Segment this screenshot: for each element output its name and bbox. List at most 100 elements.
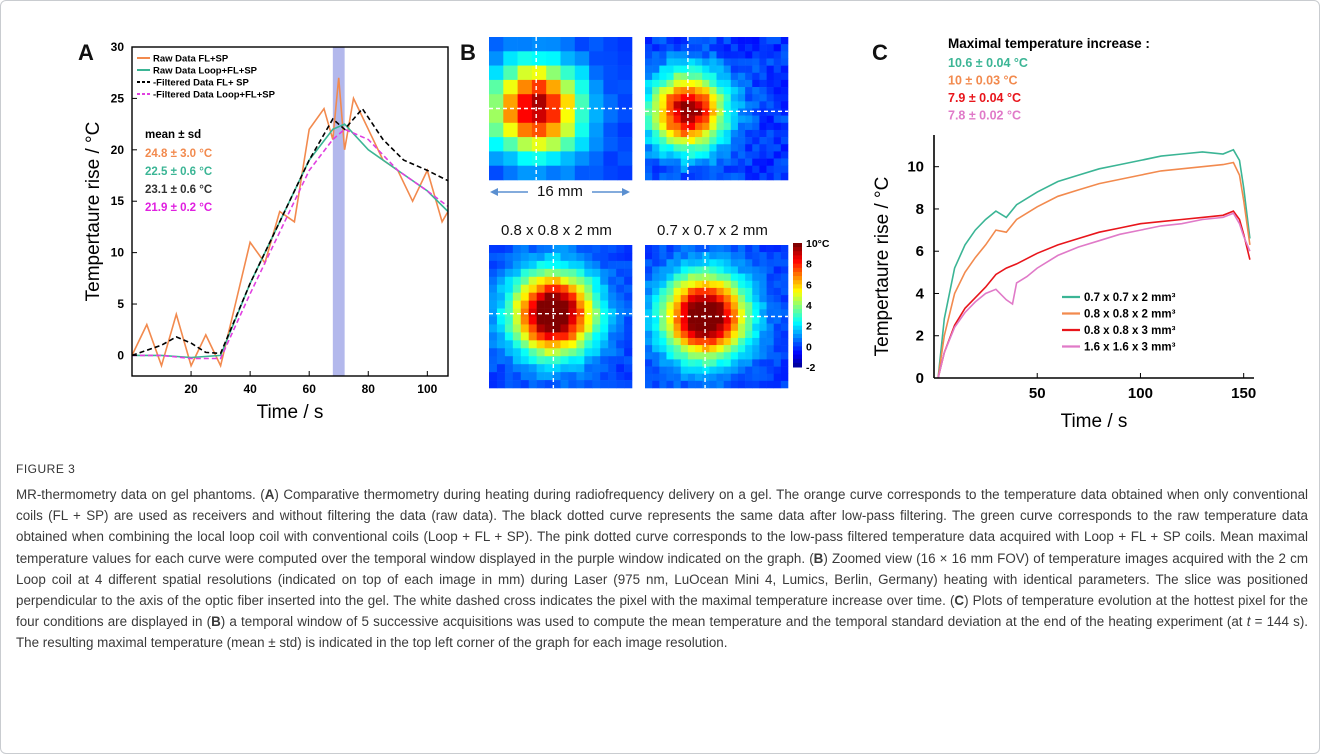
legend-label: 0.7 x 0.7 x 2 mm³ (1084, 292, 1176, 304)
colorbar-segment (793, 329, 802, 335)
y-tick-label: 15 (111, 194, 125, 208)
y-tick-label: 8 (916, 201, 924, 218)
series-line-0 (131, 77, 449, 369)
colorbar-tick-label: 10°C (806, 238, 830, 250)
colorbar-segment (793, 255, 802, 261)
panel-b-letter: B (460, 40, 476, 65)
colorbar-segment (793, 247, 802, 252)
colorbar-segment (793, 280, 802, 285)
series-line-3 (132, 128, 449, 360)
y-tick-label: 20 (111, 143, 125, 157)
series-line-1 (937, 161, 1251, 379)
x-tick-label: 100 (417, 382, 437, 396)
y-tick-label: 0 (916, 370, 924, 387)
colorbar-segment (793, 338, 802, 343)
stats-title: mean ± sd (145, 129, 201, 141)
panel-c-chart: Maximal temperature increase : 10.6 ± 0.0… (872, 36, 1256, 432)
x-axis-label: Time / s (1061, 411, 1128, 432)
caption-fragment: ) Comparative thermometry during heating… (16, 487, 1308, 566)
x-tick-label: 50 (1029, 385, 1046, 402)
legend-label: -Filtered Data Loop+FL+SP (153, 90, 276, 101)
heatmap-image (645, 37, 789, 181)
y-axis-label: Tempertaure rise / °C (83, 122, 104, 302)
panel-b-heatmaps: 10°C 8 6 4 2 0 -2 (480, 30, 840, 390)
y-tick-label: 10 (111, 246, 125, 260)
colorbar-tick-label: 8 (806, 259, 812, 271)
x-tick-label: 40 (243, 382, 257, 396)
legend-label: -Filtered Data FL+ SP (153, 78, 249, 89)
maximum-value: 10 ± 0.03 °C (948, 74, 1018, 88)
colorbar-segment (793, 313, 802, 318)
y-tick-label: 5 (117, 297, 124, 311)
stats-value: 22.5 ± 0.6 °C (145, 166, 212, 178)
series-line-2 (937, 210, 1251, 379)
heatmap-label-left: 0.8 x 0.8 x 2 mm (501, 222, 612, 239)
colorbar-segment (793, 309, 802, 314)
x-tick-label: 80 (362, 382, 376, 396)
colorbar-segment (793, 358, 802, 364)
temporal-window (332, 47, 345, 376)
colorbar-segment (793, 288, 802, 294)
colorbar-segment (793, 292, 802, 298)
caption-fragment: B (813, 550, 824, 566)
caption-fragment: A (264, 487, 275, 502)
caption-fragment: ) Zoomed view (16 × 16 mm FOV) of temper… (16, 550, 1308, 609)
colorbar-segment (793, 259, 802, 265)
caption-fragment: ) Plots of temperature evolution at the … (16, 593, 1308, 630)
stats-value: 21.9 ± 0.2 °C (145, 202, 212, 214)
colorbar-segment (793, 251, 802, 256)
y-tick-label: 6 (916, 243, 924, 260)
panel-a-chart: 20 40 60 80 100 0 5 10 15 20 25 30 Time / s Tempertau… (83, 40, 449, 423)
caption-fragment: ) a temporal window of 5 successive acqu… (220, 614, 1247, 630)
plot-frame (131, 46, 449, 377)
figure-caption: MR-thermometry data on gel phantoms. (A)… (16, 484, 1308, 654)
y-tick-label: 4 (916, 285, 925, 302)
maxima-header: Maximal temperature increase : (948, 36, 1150, 51)
colorbar-segment (793, 296, 802, 302)
y-axis-label: Tempertaure rise / °C (872, 177, 893, 357)
legend-label: 0.8 x 0.8 x 3 mm³ (1084, 325, 1176, 337)
colorbar-tick-label: 6 (806, 279, 812, 291)
legend-label: Raw Data Loop+FL+SP (153, 66, 258, 77)
y-tick-label: 2 (916, 328, 924, 345)
colorbar-segment (793, 346, 802, 351)
scale-arrow-left-head (490, 188, 498, 196)
colorbar-tick-label: 4 (806, 300, 812, 312)
scale-arrow-right-head (622, 188, 630, 196)
fov-scale-label: 16 mm (537, 183, 583, 200)
stats-value: 24.8 ± 3.0 °C (145, 148, 212, 160)
caption-fragment: B (211, 614, 221, 630)
x-tick-label: 150 (1231, 385, 1256, 402)
colorbar-segment (793, 300, 802, 306)
legend-label: 0.8 x 0.8 x 2 mm³ (1084, 309, 1176, 321)
heatmap-image (489, 245, 633, 389)
caption-fragment: = 144 s). The resulting maximal temperat… (16, 614, 1308, 651)
x-axis-label: Time / s (257, 402, 324, 423)
maximum-value: 7.8 ± 0.02 °C (948, 109, 1021, 123)
colorbar-segment (793, 362, 802, 368)
colorbar-tick-label: 0 (806, 341, 812, 353)
stats-value: 23.1 ± 0.6 °C (145, 184, 212, 196)
series-line-3 (937, 212, 1251, 379)
colorbar-segment (793, 243, 802, 248)
colorbar-segment (793, 333, 802, 339)
series-line-0 (937, 148, 1251, 379)
colorbar-tick-label: 2 (806, 321, 812, 333)
colorbar-segment (793, 271, 802, 277)
y-tick-label: 25 (111, 91, 125, 105)
legend-label: 1.6 x 1.6 x 3 mm³ (1084, 342, 1176, 354)
figure-label: FIGURE 3 (16, 462, 76, 476)
panel-a-letter: A (78, 40, 94, 65)
colorbar-segment (793, 350, 802, 356)
panel-c-letter: C (872, 40, 888, 65)
series-line-2 (131, 107, 449, 357)
colorbar-segment (793, 305, 802, 310)
y-tick-label: 10 (907, 159, 924, 176)
caption-fragment: MR-thermometry data on gel phantoms. ( (16, 487, 265, 502)
heatmap-image (645, 245, 789, 389)
caption-fragment: C (954, 593, 965, 609)
colorbar-segment (793, 354, 802, 360)
colorbar-segment (793, 317, 802, 323)
x-tick-label: 60 (303, 382, 317, 396)
